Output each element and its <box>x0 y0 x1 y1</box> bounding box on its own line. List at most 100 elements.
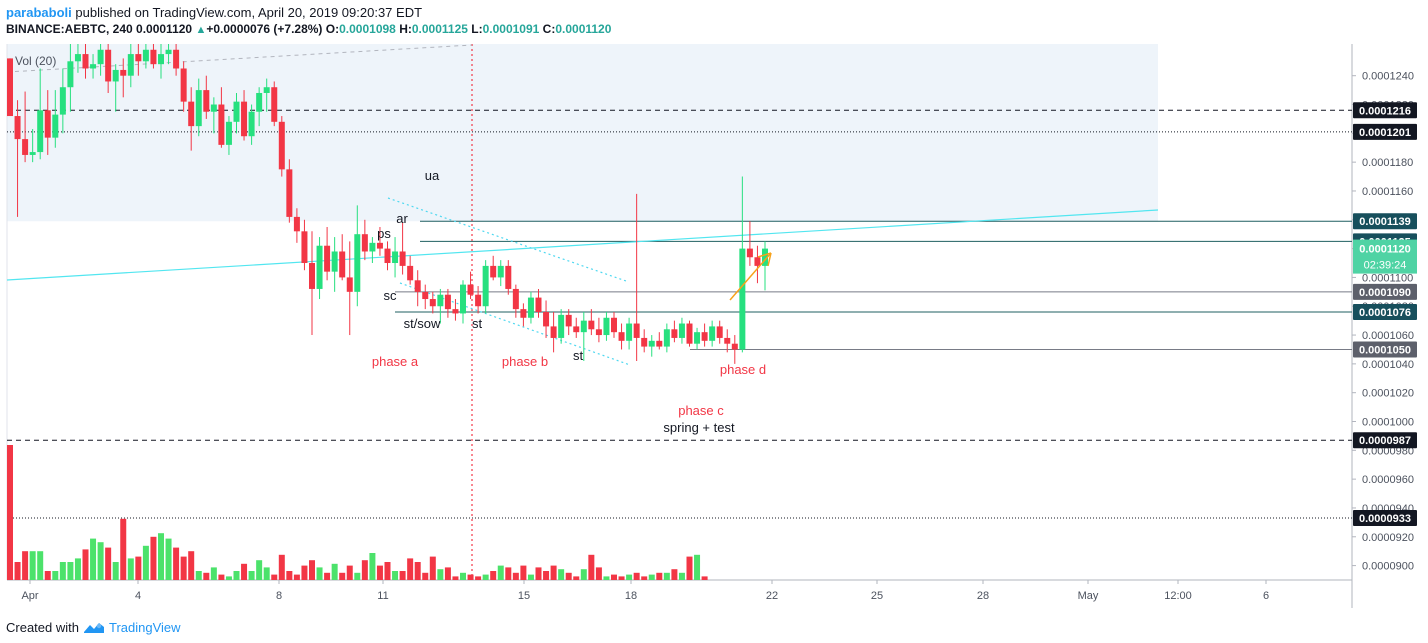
candle-body <box>580 320 587 333</box>
accumulation-range-zone <box>7 44 1158 222</box>
candle-body <box>497 265 504 278</box>
volume-bar <box>490 571 497 580</box>
candle-body <box>293 216 300 232</box>
candle-body <box>112 69 119 82</box>
close-label: C: <box>542 22 556 36</box>
candle-body <box>588 320 595 330</box>
ohlc-line: BINANCE:AEBTC, 240 0.0001120 ▲+0.0000076… <box>6 21 611 39</box>
volume-bar <box>384 562 391 580</box>
volume-bar <box>97 542 104 580</box>
candle-body <box>44 110 51 138</box>
candle-body <box>739 248 746 350</box>
candle-body <box>694 332 701 344</box>
volume-bar <box>180 556 187 580</box>
target-arrow[interactable] <box>729 252 772 301</box>
candle-body <box>218 104 225 145</box>
time-tick-label: 6 <box>1263 590 1269 602</box>
volume-bar <box>339 572 346 580</box>
symbol-label[interactable]: BINANCE:AEBTC, 240 <box>6 22 133 36</box>
volume-bar <box>678 572 685 580</box>
candle-body <box>188 101 195 127</box>
candle-body <box>263 87 270 93</box>
volume-bar <box>505 567 512 580</box>
volume-bar <box>407 558 414 580</box>
candle-body <box>376 242 383 249</box>
candle-body <box>633 323 640 338</box>
candle-body <box>14 116 21 140</box>
volume-bar <box>74 558 81 580</box>
chart-annotation: phase d <box>720 362 766 377</box>
chart-annotation: st <box>573 348 584 363</box>
price-level-label: 0.0000987 <box>1359 435 1411 447</box>
volume-bar <box>611 574 617 580</box>
time-tick-label: 28 <box>977 590 989 602</box>
candle-body <box>475 294 482 307</box>
candle-body <box>648 340 655 347</box>
time-tick-label: 25 <box>871 590 883 602</box>
volume-bar <box>482 574 489 580</box>
volume-bar <box>361 560 368 580</box>
candle-body <box>105 49 112 82</box>
candle-body <box>22 139 29 155</box>
candle-body <box>82 54 89 69</box>
price-level-label: 0.0001076 <box>1359 307 1411 319</box>
candle-body <box>346 277 353 292</box>
current-price-box <box>1353 239 1417 274</box>
volume-indicator-label: Vol (20) <box>15 54 56 68</box>
chart-annotation: st/sow <box>404 316 441 331</box>
candle-body <box>678 323 685 338</box>
volume-bar <box>497 565 504 580</box>
volume-bar <box>293 574 300 580</box>
candle-body <box>429 299 436 307</box>
channel-upper-line[interactable] <box>387 197 627 282</box>
candle-body <box>709 326 716 341</box>
candle-body <box>241 101 248 137</box>
volume-bar <box>429 556 436 580</box>
candle-body <box>286 169 293 217</box>
change-value: +0.0000076 (+7.28%) <box>206 22 323 36</box>
price-level-label: 0.0001216 <box>1359 105 1411 117</box>
candle-body <box>716 326 723 338</box>
volume-bar <box>7 445 13 580</box>
volume-bar <box>331 563 338 580</box>
volume-bar <box>467 574 474 580</box>
chart-header: parababoli published on TradingView.com,… <box>6 4 611 39</box>
volume-guide-line <box>6 44 473 73</box>
candle-body <box>59 87 66 115</box>
rising-trendline[interactable] <box>6 209 1159 281</box>
tradingview-brand-link[interactable]: TradingView <box>108 620 181 635</box>
volume-bar <box>399 571 406 580</box>
candle-body <box>422 291 429 300</box>
volume-bar <box>44 571 51 580</box>
author-link[interactable]: parababoli <box>6 5 72 20</box>
up-triangle-icon: ▲ <box>195 24 207 36</box>
volume-bar <box>301 565 308 580</box>
candle-body <box>407 265 414 281</box>
candle-body <box>535 297 542 312</box>
volume-bar <box>135 556 142 580</box>
open-value: 0.0001098 <box>339 22 396 36</box>
volume-bar <box>633 572 640 580</box>
volume-bar <box>437 569 444 580</box>
volume-bar <box>150 536 157 580</box>
candle-body <box>52 114 59 138</box>
price-level-label-box <box>1353 432 1417 449</box>
candle-body <box>195 90 202 127</box>
volume-bar <box>248 571 255 580</box>
time-tick-label: 15 <box>518 590 530 602</box>
price-tick-label: 0.0000960 <box>1362 474 1414 486</box>
volume-bar <box>588 554 595 580</box>
volume-bar <box>324 572 331 580</box>
candle-body <box>550 326 557 338</box>
volume-bar <box>550 565 557 580</box>
volume-bar <box>641 576 648 580</box>
volume-bar <box>573 576 580 580</box>
time-tick-label: May <box>1078 590 1099 602</box>
volume-bar <box>452 576 459 580</box>
open-label: O: <box>325 22 340 36</box>
candle-body <box>490 265 497 278</box>
price-tick-label: 0.0000900 <box>1362 561 1414 573</box>
candle-body <box>512 288 519 310</box>
volume-bar <box>520 565 527 580</box>
